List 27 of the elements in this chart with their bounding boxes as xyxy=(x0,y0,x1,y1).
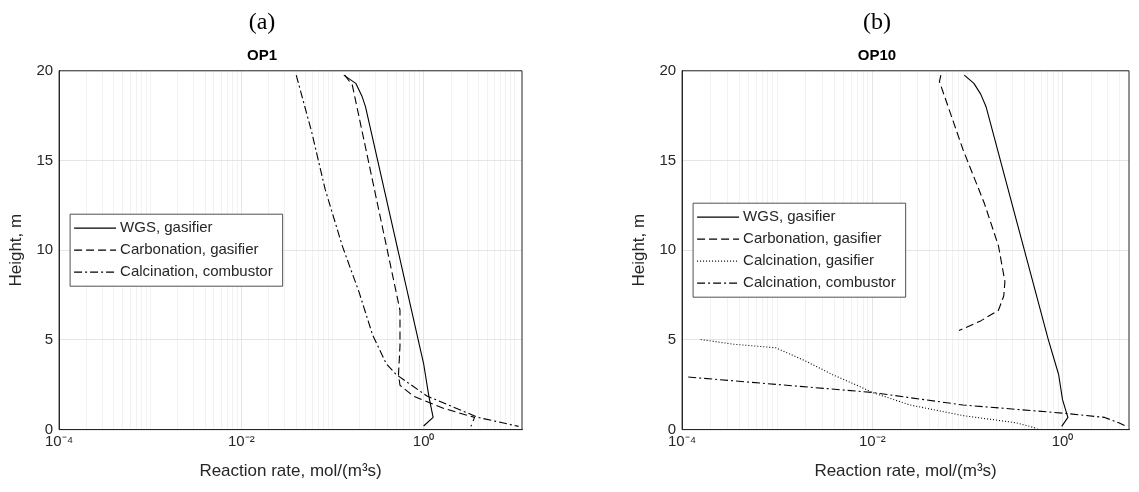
y-tick-label: 20 xyxy=(659,60,677,78)
legend-label: Calcination, gasifier xyxy=(743,251,874,269)
y-tick-label: 15 xyxy=(659,150,677,168)
legend-label: WGS, gasifier xyxy=(120,218,213,236)
y-tick-label: 15 xyxy=(36,150,54,168)
y-tick-label: 5 xyxy=(667,330,677,348)
chart-subtitle: OP1 xyxy=(246,45,278,63)
y-tick-label: 20 xyxy=(36,60,54,78)
chart-title: (a) xyxy=(248,7,276,34)
legend-label: Carbonation, gasifier xyxy=(120,240,259,258)
chart-title: (b) xyxy=(863,7,891,34)
y-tick-label: 10 xyxy=(36,240,54,258)
legend-label: Calcination, combustor xyxy=(120,262,273,280)
x-axis-title: Reaction rate, mol/(m³s) xyxy=(199,461,382,481)
y-tick-label: 10 xyxy=(659,240,677,258)
x-tick-label: 10⁻² xyxy=(858,431,886,449)
y-tick-label: 5 xyxy=(44,330,54,348)
x-tick-label: 10⁰ xyxy=(412,431,435,449)
y-axis-title: Height, m xyxy=(628,213,648,287)
x-tick-label: 10⁻² xyxy=(228,431,255,449)
legend-label: WGS, gasifier xyxy=(743,207,836,225)
chart-subtitle: OP10 xyxy=(857,45,897,63)
legend-label: Calcination, combustor xyxy=(743,273,896,291)
legend-label: Carbonation, gasifier xyxy=(743,229,882,247)
x-tick-label: 10⁰ xyxy=(1051,431,1074,449)
y-axis-title: Height, m xyxy=(5,213,25,287)
x-axis-title: Reaction rate, mol/(m³s) xyxy=(814,461,997,481)
